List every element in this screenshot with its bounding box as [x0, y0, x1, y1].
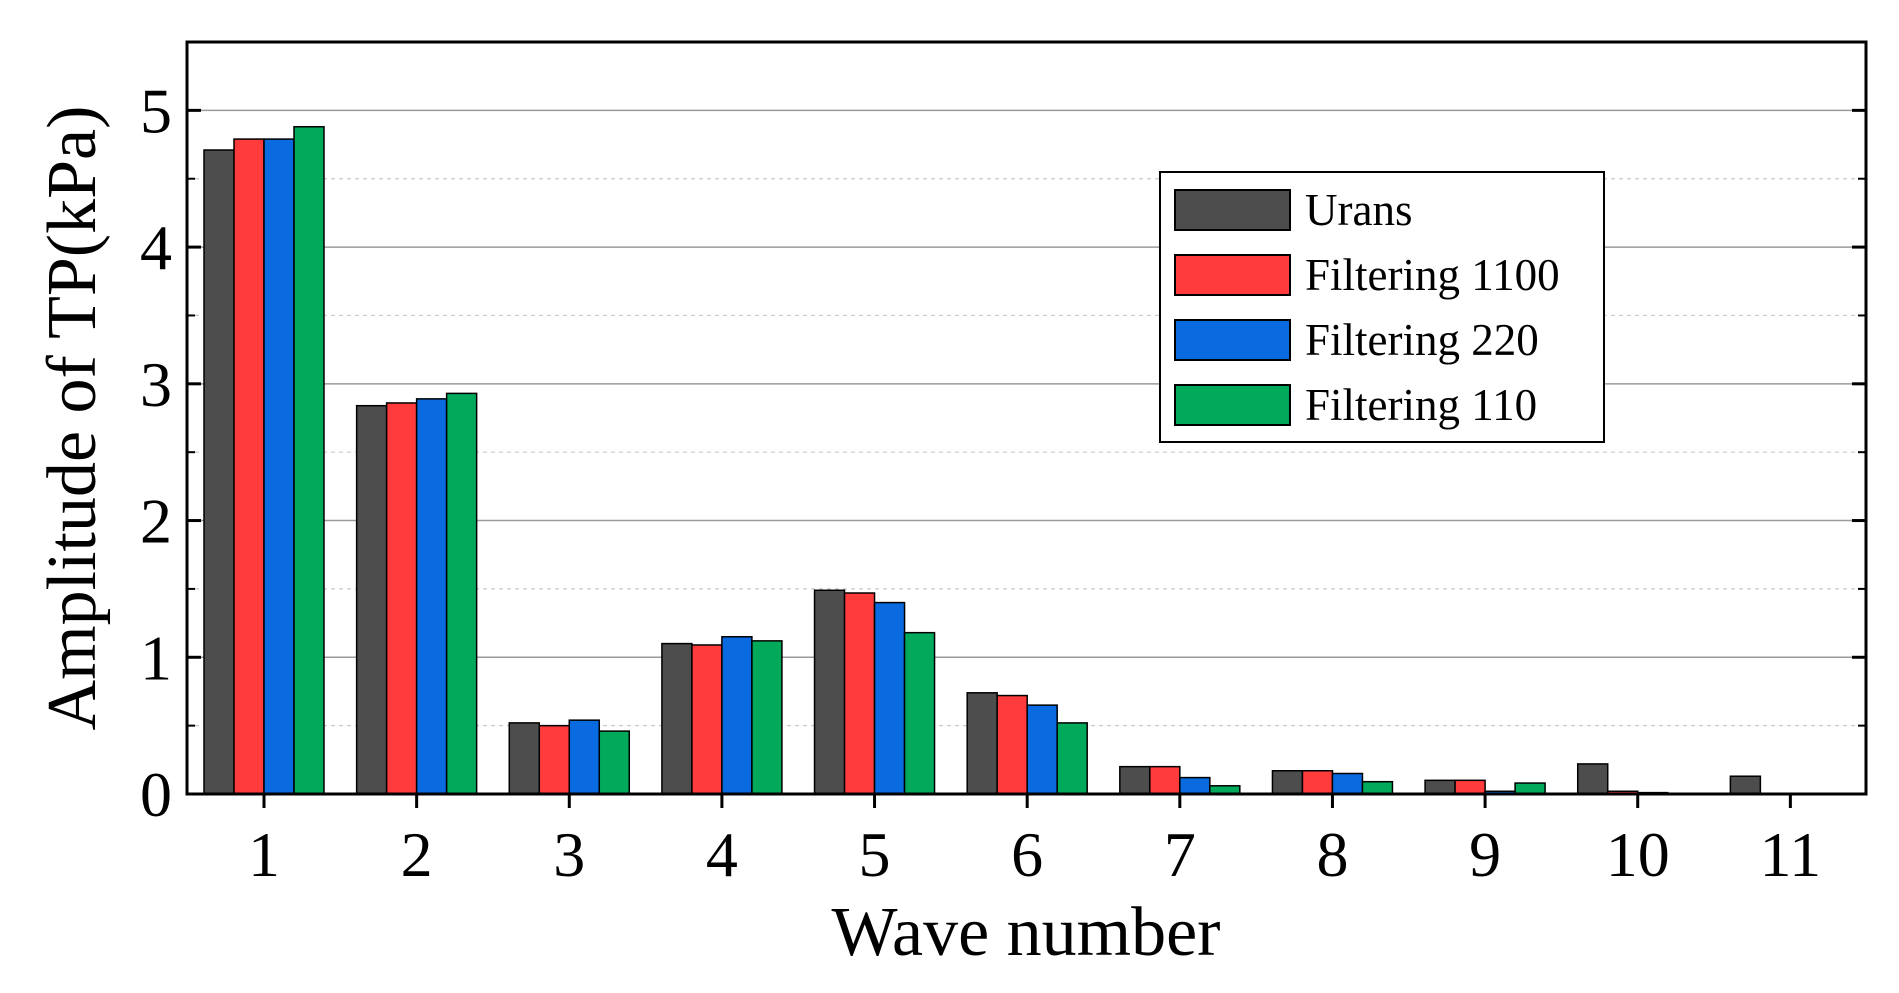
bar-urans-7 [1119, 765, 1151, 795]
x-axis-title: Wave number [832, 894, 1221, 971]
bar-urans-1 [203, 149, 235, 795]
legend-swatch [1174, 189, 1291, 231]
ticks [187, 108, 1866, 808]
bar-filtering-110-5 [903, 631, 936, 795]
bar-filtering-1100-5 [843, 592, 876, 795]
bar-filtering-220-8 [1331, 772, 1364, 795]
bar-filtering-1100-3 [538, 724, 571, 795]
y-tick-label: 1 [140, 622, 172, 693]
bar-filtering-1100-4 [691, 644, 723, 795]
bar-filtering-110-1 [293, 126, 325, 795]
bar-filtering-220-7 [1179, 776, 1211, 795]
bar-urans-2 [355, 404, 388, 795]
x-tick-label: 6 [1011, 819, 1043, 890]
bar-filtering-220-1 [263, 138, 295, 795]
bar-filtering-1100-2 [385, 402, 418, 795]
x-tick-label: 9 [1469, 819, 1501, 890]
bar-filtering-220-3 [568, 719, 601, 795]
bars [203, 126, 1762, 795]
x-tick-label: 10 [1606, 819, 1670, 890]
bar-filtering-220-6 [1026, 704, 1058, 795]
legend-swatch [1174, 319, 1291, 361]
legend-label: Urans [1305, 185, 1412, 235]
x-tick-label: 5 [859, 819, 891, 890]
y-tick-label: 3 [140, 349, 172, 420]
bar-urans-3 [508, 722, 541, 795]
bar-urans-11 [1729, 775, 1762, 795]
bar-urans-9 [1424, 779, 1456, 795]
bar-filtering-1100-7 [1149, 765, 1181, 795]
x-tick-label: 4 [706, 819, 738, 890]
bar-filtering-110-4 [751, 640, 783, 795]
x-tick-label: 1 [248, 819, 280, 890]
bar-filtering-1100-9 [1454, 779, 1486, 795]
legend-items: Urans Filtering 1100 Filtering 220 Filterin… [1174, 185, 1560, 430]
x-tick-label: 3 [553, 819, 585, 890]
legend-label: Filtering 110 [1305, 380, 1537, 430]
bar-filtering-1100-6 [996, 694, 1028, 795]
y-tick-label: 5 [140, 75, 172, 146]
bar-filtering-220-4 [721, 636, 753, 795]
legend-label: Filtering 1100 [1305, 250, 1560, 300]
y-tick-label: 4 [140, 212, 172, 283]
x-tick-label: 11 [1760, 819, 1822, 890]
legend-swatch [1174, 254, 1291, 296]
tick-labels: 0 1 2 3 4 5 1 2 3 4 5 6 7 8 9 10 11 [140, 75, 1821, 890]
legend-swatch [1174, 384, 1291, 426]
bar-urans-5 [813, 589, 846, 795]
y-tick-label: 0 [140, 759, 172, 830]
bar-urans-6 [966, 692, 998, 795]
bar-filtering-220-5 [873, 601, 906, 795]
bar-filtering-110-2 [445, 392, 478, 795]
bar-filtering-110-8 [1361, 780, 1394, 795]
y-axis-title: Amplitude of TP(kPa) [34, 106, 111, 731]
bar-filtering-1100-1 [233, 138, 265, 795]
bar-filtering-220-2 [415, 398, 448, 795]
x-tick-label: 8 [1316, 819, 1348, 890]
bar-filtering-110-6 [1056, 722, 1088, 795]
legend: Urans Filtering 1100 Filtering 220 Filterin… [1159, 171, 1605, 443]
bar-urans-4 [661, 642, 693, 795]
y-tick-label: 2 [140, 486, 172, 557]
bar-filtering-1100-8 [1301, 770, 1334, 795]
x-tick-label: 2 [401, 819, 433, 890]
x-tick-label: 7 [1164, 819, 1196, 890]
bar-urans-8 [1271, 770, 1304, 795]
bar-filtering-110-9 [1514, 782, 1546, 795]
legend-label: Filtering 220 [1305, 315, 1539, 365]
bar-filtering-110-3 [598, 730, 631, 795]
bar-urans-10 [1576, 763, 1609, 795]
